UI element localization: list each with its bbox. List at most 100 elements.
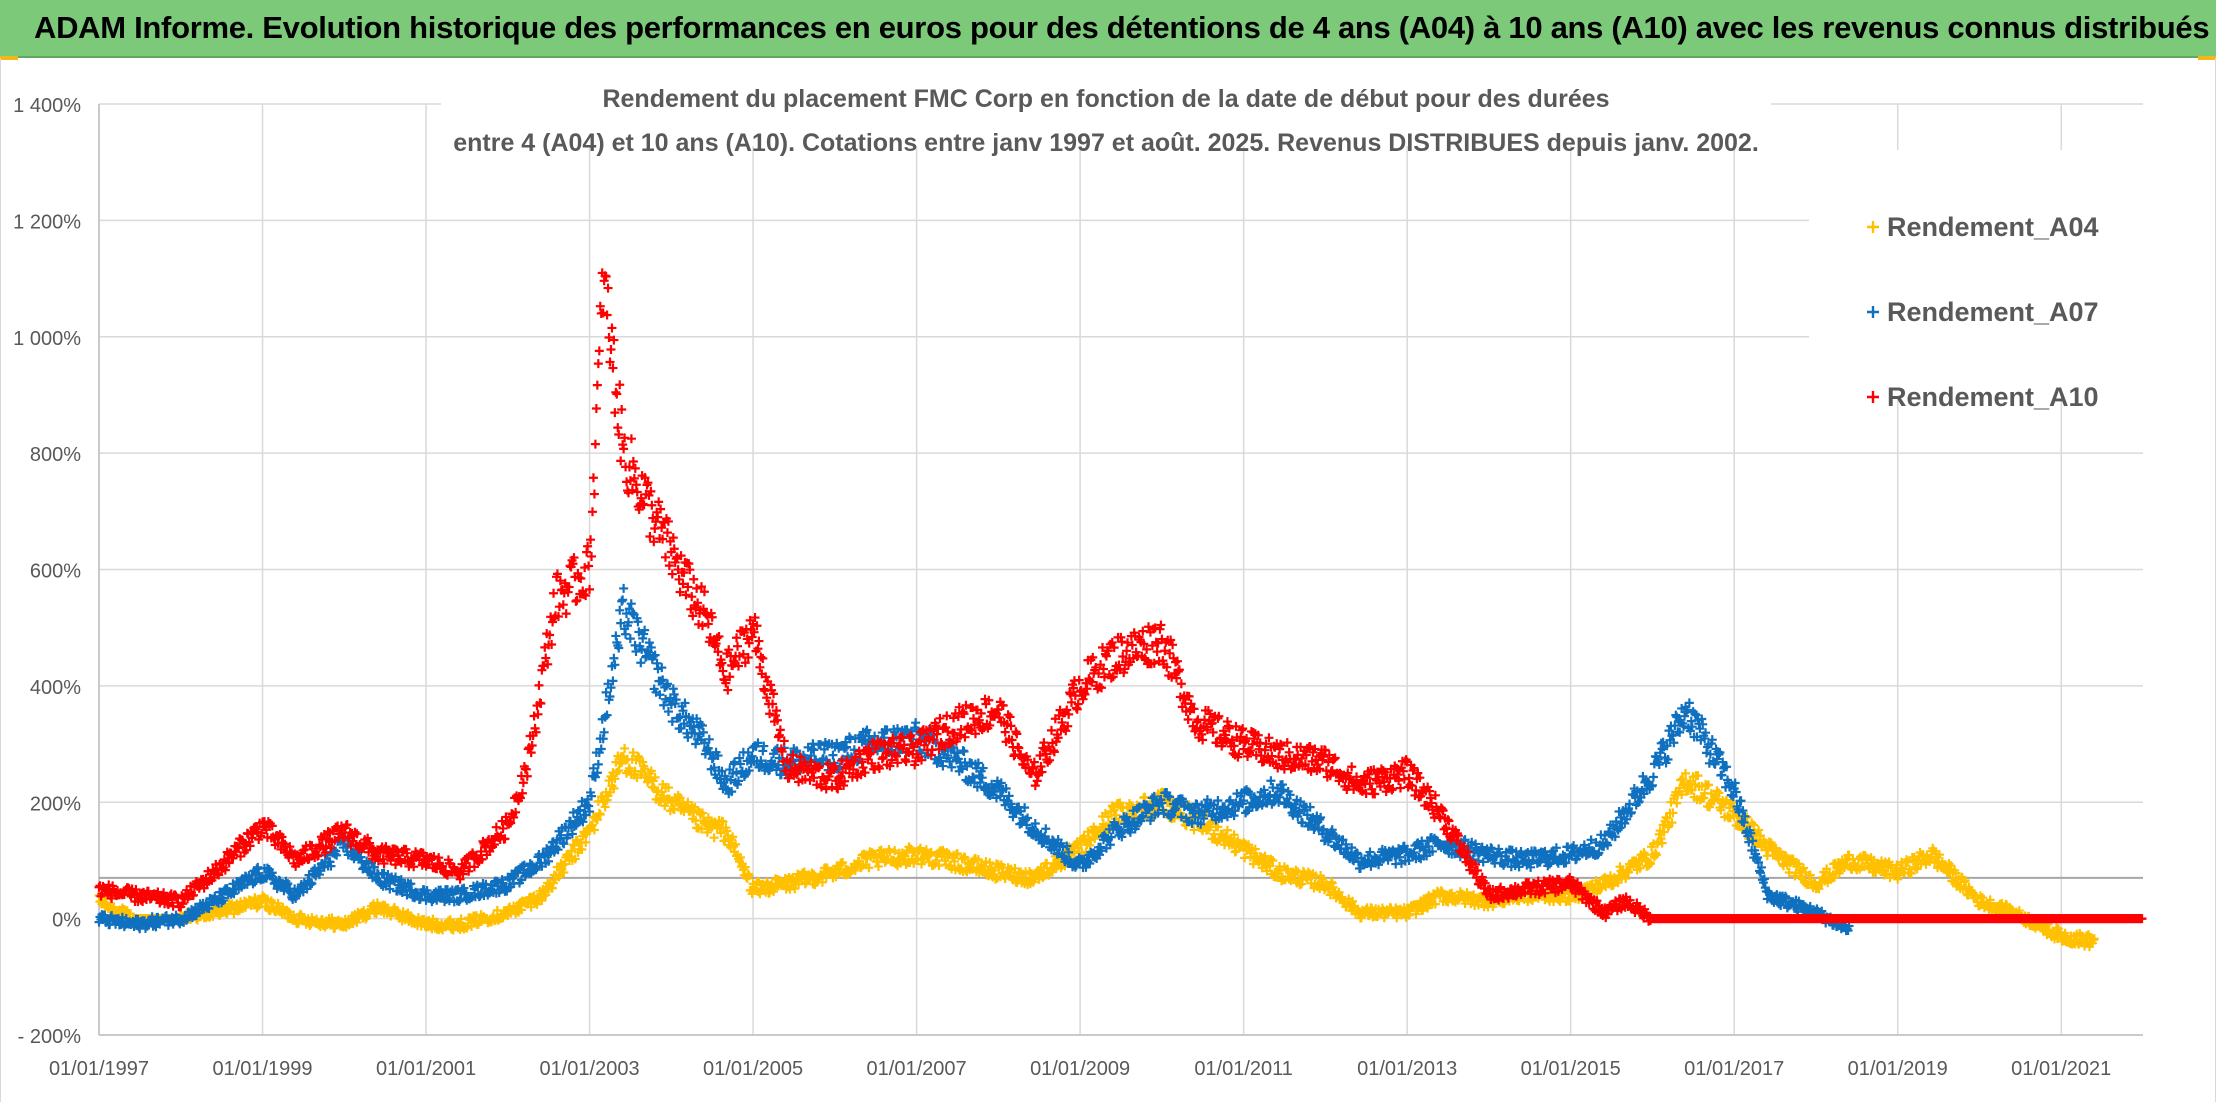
data-point [735, 852, 745, 862]
data-point [626, 434, 636, 444]
data-point [594, 346, 604, 356]
data-point [1229, 830, 1239, 840]
data-point [1266, 776, 1276, 786]
data-point [885, 847, 895, 857]
data-point [755, 662, 765, 672]
data-point [858, 763, 868, 773]
data-point [591, 404, 601, 414]
data-point [595, 810, 605, 820]
corner-accent-left [0, 56, 18, 60]
data-point [755, 889, 765, 899]
data-point [526, 902, 536, 912]
data-point [620, 743, 630, 753]
data-point [1318, 874, 1328, 884]
data-point [587, 820, 597, 830]
grid [98, 103, 2143, 1036]
data-point [537, 896, 547, 906]
data-point [1109, 805, 1119, 815]
data-point [592, 815, 602, 825]
data-point [534, 680, 544, 690]
data-point [821, 784, 831, 794]
data-point [628, 748, 638, 758]
data-point [890, 846, 900, 856]
data-point [561, 609, 571, 619]
data-point [662, 528, 672, 538]
data-point [581, 837, 591, 847]
data-point [675, 793, 685, 803]
data-point [653, 512, 663, 522]
data-point [456, 914, 466, 924]
data-point [621, 629, 631, 639]
data-point [589, 489, 599, 499]
data-point [716, 828, 726, 838]
corner-accent-right [2198, 56, 2216, 60]
series-group [94, 268, 2147, 952]
data-point [960, 853, 970, 863]
data-point [612, 389, 622, 399]
chart-svg: - 200%0%200%400%600%800%1 000%1 200%1 40… [13, 62, 2147, 1080]
data-point [660, 801, 670, 811]
data-point [589, 825, 599, 835]
data-point [1648, 772, 1658, 782]
data-point [1260, 851, 1270, 861]
data-point [740, 862, 750, 872]
data-point [1222, 825, 1232, 835]
data-point [577, 845, 587, 855]
data-point [1103, 812, 1113, 822]
data-point [650, 772, 660, 782]
data-point [1231, 846, 1241, 856]
data-point [692, 583, 702, 593]
data-point [625, 634, 635, 644]
data-point [663, 783, 673, 793]
data-point [828, 750, 838, 760]
data-point [607, 323, 617, 333]
data-point [709, 833, 719, 843]
data-point [733, 641, 743, 651]
data-point [973, 855, 983, 865]
data-point [592, 380, 602, 390]
data-point [626, 599, 636, 609]
data-point [1107, 637, 1117, 647]
data-point [702, 827, 712, 837]
data-point [1041, 824, 1051, 834]
data-point [667, 569, 677, 579]
data-point [1717, 770, 1727, 780]
data-point [696, 824, 706, 834]
data-point [1111, 810, 1121, 820]
data-point [590, 439, 600, 449]
data-point [636, 658, 646, 668]
data-point [593, 359, 603, 369]
data-point [873, 861, 883, 871]
data-point [1030, 781, 1040, 791]
data-point [1250, 844, 1260, 854]
data-point [864, 863, 874, 873]
data-point [559, 867, 569, 877]
data-point [609, 783, 619, 793]
data-point [758, 653, 768, 663]
data-point [491, 822, 501, 832]
data-point [1189, 825, 1199, 835]
data-point [587, 551, 597, 561]
data-point [723, 685, 733, 695]
data-point [549, 588, 559, 598]
data-point [775, 725, 785, 735]
data-point [1282, 864, 1292, 874]
data-point [619, 583, 629, 593]
data-point [949, 713, 959, 723]
data-point [1268, 856, 1278, 866]
data-point [1262, 866, 1272, 876]
data-point [606, 344, 616, 354]
data-point [728, 832, 738, 842]
data-point [566, 846, 576, 856]
data-point [1286, 876, 1296, 886]
data-point [541, 653, 551, 663]
data-point [990, 866, 1000, 876]
data-point [911, 718, 921, 728]
data-point [916, 859, 926, 869]
data-point [618, 595, 628, 605]
data-point [744, 871, 754, 881]
data-point [949, 856, 959, 866]
data-point [952, 848, 962, 858]
data-point [718, 817, 728, 827]
